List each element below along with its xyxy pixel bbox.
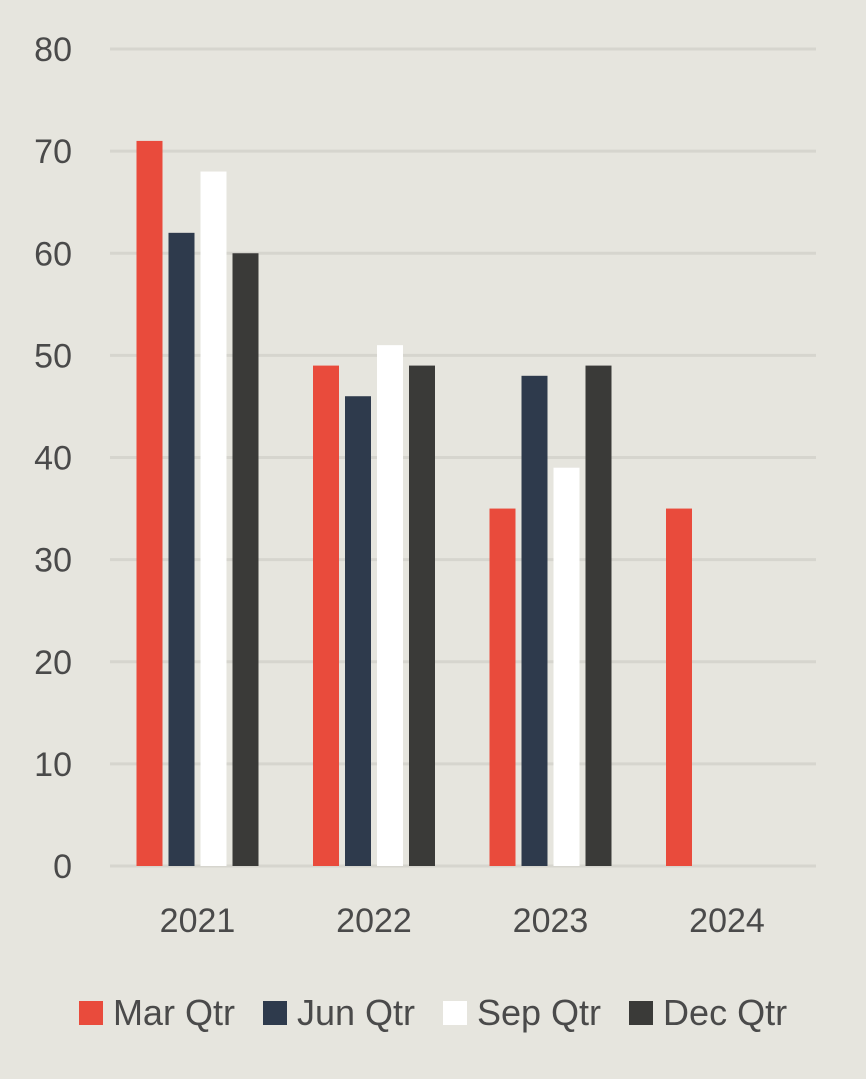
legend-item: Mar Qtr bbox=[78, 992, 235, 1034]
x-tick-label: 2021 bbox=[160, 902, 236, 940]
bar-2022-dec-qtr bbox=[409, 365, 435, 866]
y-tick-label: 60 bbox=[34, 235, 72, 273]
bar-2023-sep-qtr bbox=[553, 467, 580, 866]
y-tick-label: 0 bbox=[53, 848, 72, 886]
y-tick-label: 20 bbox=[34, 644, 72, 682]
legend-swatch bbox=[629, 1001, 654, 1025]
legend-swatch bbox=[78, 1001, 103, 1025]
legend-label: Dec Qtr bbox=[663, 992, 788, 1033]
legend-label: Mar Qtr bbox=[112, 992, 235, 1033]
y-tick-label: 50 bbox=[34, 337, 72, 375]
x-tick-label: 2023 bbox=[513, 902, 589, 940]
bar-2021-sep-qtr bbox=[200, 171, 227, 867]
legend: Mar Qtr Jun Qtr Sep Qtr Dec Qtr bbox=[0, 988, 866, 1038]
bars bbox=[136, 140, 692, 867]
x-tick-label: 2024 bbox=[689, 902, 765, 940]
legend-swatch bbox=[442, 1001, 467, 1025]
y-tick-label: 10 bbox=[34, 746, 72, 784]
bar-2022-sep-qtr bbox=[377, 345, 403, 867]
y-tick-label: 40 bbox=[34, 440, 72, 478]
gridlines bbox=[110, 47, 816, 868]
y-tick-label: 70 bbox=[34, 133, 72, 171]
bar-2021-mar-qtr bbox=[136, 140, 163, 867]
y-tick-label: 30 bbox=[34, 542, 72, 580]
legend-label: Sep Qtr bbox=[476, 992, 602, 1033]
bar-2021-dec-qtr bbox=[232, 253, 259, 866]
bar-2023-jun-qtr bbox=[521, 375, 548, 866]
bar-2023-mar-qtr bbox=[489, 508, 516, 866]
legend-item: Sep Qtr bbox=[442, 992, 602, 1034]
x-tick-label: 2022 bbox=[336, 902, 412, 940]
bar-2024-mar-qtr bbox=[666, 508, 692, 866]
y-axis-ticks: 0 10 20 30 40 50 60 70 80 bbox=[34, 31, 72, 886]
bar-chart: 0 10 20 30 40 50 60 70 80 2021 2022 2023 2024 bbox=[34, 31, 816, 940]
legend-swatch bbox=[262, 1001, 287, 1025]
legend-item: Jun Qtr bbox=[262, 992, 415, 1034]
bar-2021-jun-qtr bbox=[168, 232, 195, 866]
y-tick-label: 80 bbox=[34, 31, 72, 69]
bar-2023-dec-qtr bbox=[585, 365, 612, 866]
legend-label: Jun Qtr bbox=[296, 992, 415, 1033]
bar-2022-mar-qtr bbox=[313, 365, 339, 866]
legend-item: Dec Qtr bbox=[629, 992, 787, 1034]
x-axis-ticks: 2021 2022 2023 2024 bbox=[160, 902, 765, 940]
bar-2022-jun-qtr bbox=[345, 396, 371, 866]
